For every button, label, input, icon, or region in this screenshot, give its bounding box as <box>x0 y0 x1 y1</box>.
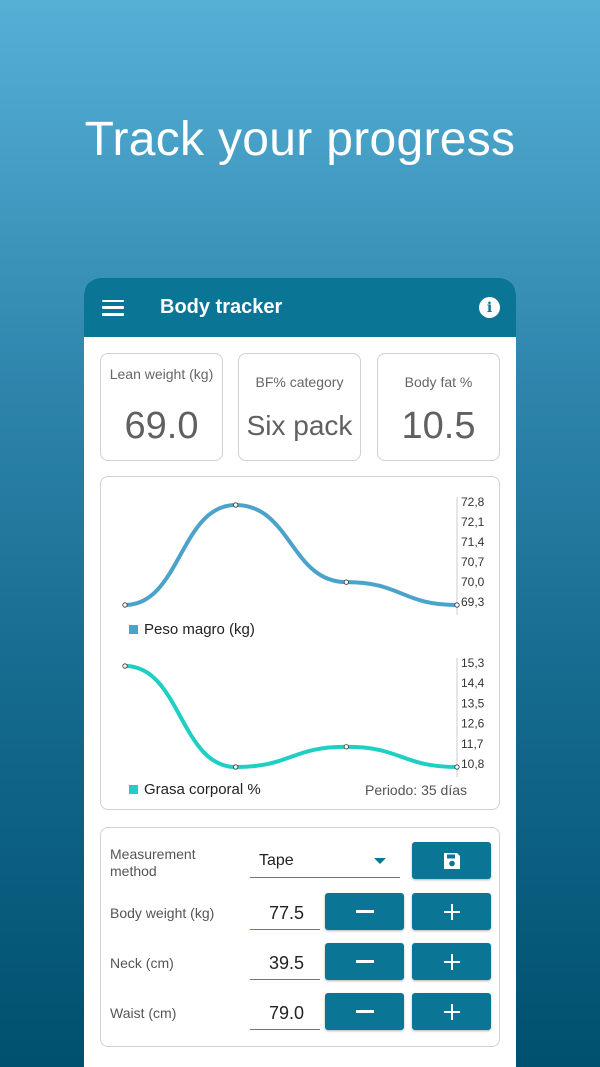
neck-decrease-button[interactable] <box>325 943 404 980</box>
app-bar: Body tracker i <box>84 278 516 337</box>
measurement-form: Measurement method Tape Body weight (kg)… <box>100 827 500 1047</box>
headline: Track your progress <box>84 113 516 166</box>
series-line <box>123 664 459 770</box>
y-tick-label: 69,3 <box>461 595 485 609</box>
legend-swatch-fat <box>129 785 138 794</box>
app-title: Body tracker <box>160 296 283 318</box>
y-tick-label: 71,4 <box>461 535 485 549</box>
legend-fat: Grasa corporal % <box>129 781 261 798</box>
period-label: Periodo: 35 días <box>365 782 467 798</box>
body-fat-value: 10.5 <box>401 405 476 447</box>
waist-input[interactable]: 79.0 <box>250 994 320 1030</box>
method-value: Tape <box>259 852 294 869</box>
waist-label: Waist (cm) <box>110 1005 177 1021</box>
waist-increase-button[interactable] <box>412 993 491 1030</box>
neck-row: Neck (cm) 39.5 <box>101 942 499 982</box>
lean-weight-value: 69.0 <box>124 405 199 447</box>
body-weight-increase-button[interactable] <box>412 893 491 930</box>
body-weight-label: Body weight (kg) <box>110 905 215 921</box>
minus-icon <box>355 1010 374 1013</box>
minus-icon <box>355 910 374 913</box>
minus-icon <box>355 960 374 963</box>
info-icon[interactable]: i <box>479 297 500 318</box>
data-point <box>122 602 128 608</box>
progress-charts: 72,8 72,1 71,4 70,7 70,0 69,3 15,3 14,4 13,5 12,6… <box>122 495 485 777</box>
lean-weight-card: Lean weight (kg) 69.0 <box>100 353 223 461</box>
plus-icon <box>443 903 460 920</box>
plus-icon <box>443 1003 460 1020</box>
y-tick-label: 15,3 <box>461 656 485 670</box>
save-icon <box>443 852 460 869</box>
legend-swatch-lean <box>129 625 138 634</box>
data-point <box>454 602 460 608</box>
y-tick-label: 10,8 <box>461 757 485 771</box>
bf-category-card: BF% category Six pack <box>238 353 361 461</box>
chevron-down-icon <box>374 858 386 864</box>
y-tick-label: 14,4 <box>461 676 485 690</box>
neck-label: Neck (cm) <box>110 955 174 971</box>
neck-input[interactable]: 39.5 <box>250 944 320 980</box>
body-weight-row: Body weight (kg) 77.5 <box>101 892 499 932</box>
legend-label-fat: Grasa corporal % <box>144 781 261 798</box>
menu-icon[interactable] <box>100 297 126 319</box>
data-point <box>233 502 239 508</box>
body-fat-label: Body fat % <box>404 374 473 390</box>
app-screen: Body tracker i Lean weight (kg) 69.0 BF%… <box>84 278 516 1067</box>
charts-card: 72,8 72,1 71,4 70,7 70,0 69,3 15,3 14,4 13,5 12,6… <box>100 476 500 810</box>
stats-row: Lean weight (kg) 69.0 BF% category Six p… <box>100 353 500 461</box>
y-tick-label: 72,8 <box>461 495 485 509</box>
y-tick-label: 13,5 <box>461 696 485 710</box>
legend-label-lean: Peso magro (kg) <box>144 621 255 638</box>
y-tick-label: 70,7 <box>461 555 485 569</box>
y-tick-label: 70,0 <box>461 575 485 589</box>
lean-weight-label: Lean weight (kg) <box>109 366 214 382</box>
waist-decrease-button[interactable] <box>325 993 404 1030</box>
data-point <box>122 663 128 669</box>
data-point <box>454 764 460 770</box>
data-point <box>343 744 349 750</box>
legend-lean: Peso magro (kg) <box>129 621 255 638</box>
body-weight-decrease-button[interactable] <box>325 893 404 930</box>
plus-icon <box>443 953 460 970</box>
bf-category-label: BF% category <box>255 374 344 390</box>
y-tick-label: 11,7 <box>461 737 484 751</box>
data-point <box>233 764 239 770</box>
body-weight-input[interactable]: 77.5 <box>250 894 320 930</box>
method-select[interactable]: Tape <box>250 842 400 878</box>
body-fat-card: Body fat % 10.5 <box>377 353 500 461</box>
waist-row: Waist (cm) 79.0 <box>101 992 499 1032</box>
data-point <box>343 579 349 585</box>
y-tick-label: 72,1 <box>461 515 485 529</box>
method-row: Measurement method Tape <box>101 828 499 892</box>
y-tick-label: 12,6 <box>461 717 485 731</box>
method-label: Measurement method <box>110 846 196 879</box>
neck-increase-button[interactable] <box>412 943 491 980</box>
series-line <box>123 502 459 607</box>
bf-category-value: Six pack <box>246 410 353 441</box>
save-button[interactable] <box>412 842 491 879</box>
